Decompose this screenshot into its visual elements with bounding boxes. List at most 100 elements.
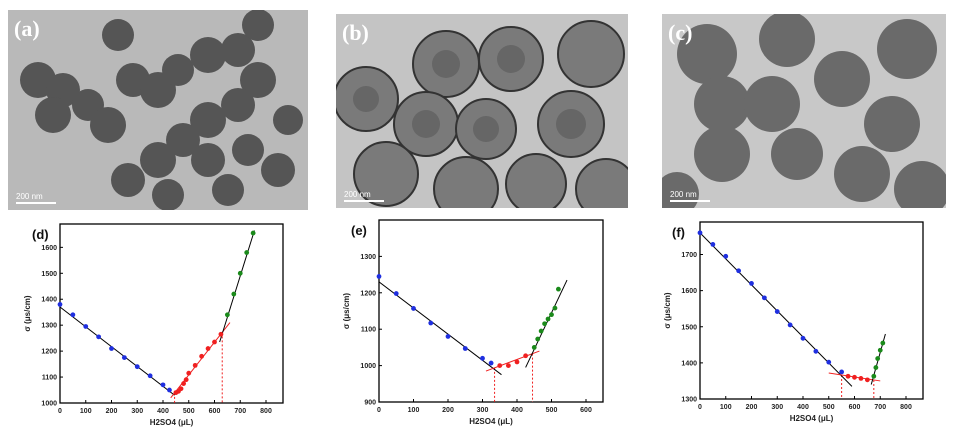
y-tick-label: 1600 xyxy=(681,288,697,295)
data-point-blue xyxy=(83,324,89,329)
data-point-blue xyxy=(488,360,494,366)
y-tick-label: 1400 xyxy=(41,297,57,304)
data-point-red xyxy=(858,376,864,381)
y-tick-label: 1000 xyxy=(360,363,376,370)
scale-bar-text: 200 nm xyxy=(16,192,43,201)
panel-label: (b) xyxy=(342,20,369,45)
data-point-red xyxy=(514,359,520,365)
data-point-green xyxy=(877,347,883,353)
x-tick-label: 0 xyxy=(377,407,381,414)
scale-bar: 200 nm xyxy=(670,190,710,202)
data-point-blue xyxy=(109,346,114,351)
y-tick-label: 1400 xyxy=(681,360,697,367)
data-point-green xyxy=(250,230,256,236)
data-point-blue xyxy=(428,320,434,326)
y-tick-label: 1500 xyxy=(41,271,57,278)
data-point-green xyxy=(535,336,541,342)
data-point-red xyxy=(186,370,192,376)
x-tick-label: 200 xyxy=(106,408,118,415)
tem-image-c: (c) 200 nm xyxy=(662,14,946,208)
x-tick-label: 800 xyxy=(900,404,912,411)
data-point-blue xyxy=(121,355,127,361)
x-tick-label: 200 xyxy=(746,404,758,411)
data-point-blue xyxy=(697,230,703,236)
data-point-green xyxy=(531,345,537,350)
data-point-blue xyxy=(393,291,399,296)
data-point-red xyxy=(205,346,211,351)
x-tick-label: 500 xyxy=(823,404,835,411)
plot-frame xyxy=(378,219,604,403)
data-point-blue xyxy=(723,253,729,259)
plot-frame xyxy=(59,223,284,404)
data-point-blue xyxy=(839,369,845,375)
data-point-green xyxy=(542,321,547,327)
y-axis-label: σ (μs/cm) xyxy=(342,293,351,329)
fit-line xyxy=(219,230,255,343)
y-tick-label: 1200 xyxy=(360,290,376,297)
data-point-red xyxy=(523,353,529,359)
x-tick-label: 600 xyxy=(849,404,861,411)
x-tick-label: 100 xyxy=(80,408,92,415)
scale-bar-text: 200 nm xyxy=(344,190,371,199)
data-point-red xyxy=(218,331,224,337)
x-tick-label: 200 xyxy=(442,407,454,414)
chart-d: 0 100 200 300 400 500 600 700 800 1000 1100 1200 130… xyxy=(23,223,284,427)
data-point-blue xyxy=(749,281,754,286)
data-point-blue xyxy=(736,268,742,274)
x-tick-label: 700 xyxy=(234,408,246,415)
data-point-red xyxy=(178,386,184,392)
data-point-blue xyxy=(411,306,416,311)
y-tick-label: 1600 xyxy=(41,245,57,252)
x-axis-label: H2SO4 (μL) xyxy=(469,417,513,426)
data-point-red xyxy=(212,339,217,345)
chart-panel-label: (d) xyxy=(32,227,49,242)
x-tick-label: 100 xyxy=(720,404,732,411)
y-tick-label: 1300 xyxy=(681,397,697,404)
x-tick-label: 400 xyxy=(157,408,169,415)
data-point-red xyxy=(181,381,187,386)
data-point-red xyxy=(505,363,511,368)
data-point-green xyxy=(224,312,230,318)
data-point-blue xyxy=(462,346,468,351)
data-point-red xyxy=(497,363,503,368)
x-tick-label: 500 xyxy=(546,407,558,414)
data-point-blue xyxy=(134,364,140,370)
scale-bar-text: 200 nm xyxy=(670,190,697,199)
data-point-blue xyxy=(57,302,63,307)
y-tick-label: 1300 xyxy=(41,323,57,330)
tem-particles xyxy=(662,14,946,208)
data-point-blue xyxy=(787,322,793,328)
data-point-green xyxy=(237,270,243,276)
x-tick-label: 400 xyxy=(511,407,523,414)
data-point-blue xyxy=(96,334,102,340)
data-point-red xyxy=(199,353,205,359)
y-tick-label: 1100 xyxy=(361,327,376,334)
x-tick-label: 300 xyxy=(771,404,783,411)
x-tick-label: 300 xyxy=(477,407,489,414)
data-point-blue xyxy=(800,335,806,341)
data-point-blue xyxy=(376,274,382,279)
data-point-red xyxy=(864,377,870,383)
x-tick-label: 600 xyxy=(209,408,221,415)
data-point-blue xyxy=(160,382,166,388)
data-point-green xyxy=(244,250,250,255)
data-point-blue xyxy=(445,334,451,339)
y-tick-label: 1300 xyxy=(360,254,376,261)
data-point-red xyxy=(845,373,851,379)
panel-label: (a) xyxy=(14,16,40,41)
fit-line xyxy=(59,306,175,396)
data-point-green xyxy=(873,365,879,370)
data-point-blue xyxy=(70,312,76,318)
chart-e: 0 100 200 300 400 500 600 900 1000 1100 1200 1300 H2… xyxy=(342,219,604,426)
y-axis-label: σ (μs/cm) xyxy=(23,295,32,331)
x-tick-label: 0 xyxy=(58,408,62,415)
data-point-green xyxy=(871,373,877,379)
data-point-green xyxy=(552,305,558,311)
scale-bar: 200 nm xyxy=(16,192,56,204)
data-point-green xyxy=(231,291,237,297)
data-point-green xyxy=(538,328,544,334)
data-point-blue xyxy=(813,348,819,354)
tem-particles xyxy=(20,10,303,210)
data-point-green xyxy=(875,356,881,361)
data-point-red xyxy=(183,377,189,383)
